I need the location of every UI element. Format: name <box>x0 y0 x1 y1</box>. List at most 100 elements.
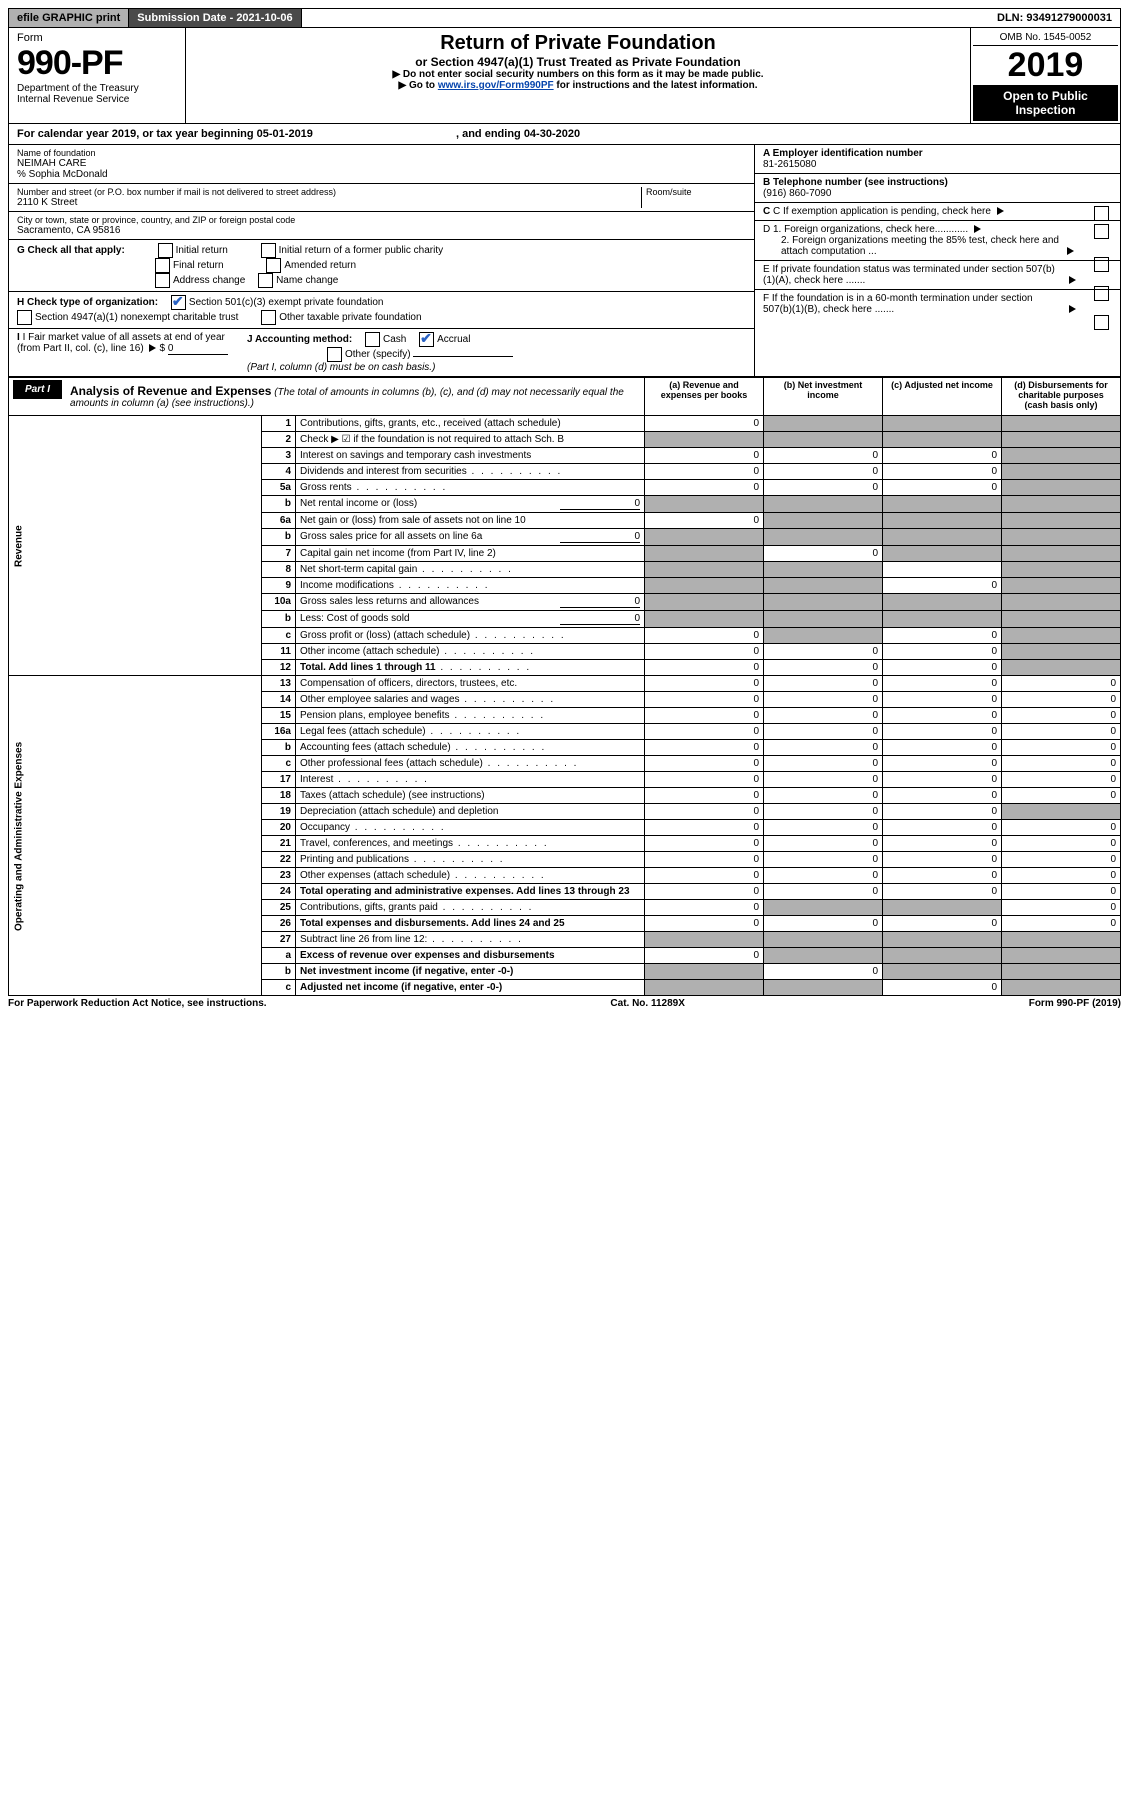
cell: 0 <box>764 448 883 464</box>
line-number: 14 <box>262 692 296 708</box>
cell: 0 <box>883 644 1002 660</box>
dept-treasury: Department of the Treasury <box>17 83 177 94</box>
cell <box>883 932 1002 948</box>
section-h: H Check type of organization: Section 50… <box>9 292 754 329</box>
arrow-icon <box>997 207 1004 215</box>
paperwork-notice: For Paperwork Reduction Act Notice, see … <box>8 998 267 1009</box>
opex-side-label: Operating and Administrative Expenses <box>9 676 262 996</box>
cell: 0 <box>1002 836 1121 852</box>
line-desc: Occupancy <box>296 820 645 836</box>
cell: 0 <box>645 464 764 480</box>
line-desc: Capital gain net income (from Part IV, l… <box>296 546 645 562</box>
cb-f[interactable] <box>1094 315 1109 330</box>
top-bar: efile GRAPHIC print Submission Date - 20… <box>8 8 1121 28</box>
cb-e[interactable] <box>1094 286 1109 301</box>
line-desc: Income modifications <box>296 578 645 594</box>
section-e: E If private foundation status was termi… <box>755 261 1120 290</box>
line-desc: Travel, conferences, and meetings <box>296 836 645 852</box>
cell: 0 <box>883 724 1002 740</box>
form-prefix: Form <box>17 32 177 44</box>
line-number: 5a <box>262 480 296 496</box>
col-c-header: (c) Adjusted net income <box>883 378 1002 416</box>
cb-final[interactable] <box>155 258 170 273</box>
line-number: 4 <box>262 464 296 480</box>
phone-value: (916) 860-7090 <box>763 188 831 199</box>
cb-501c3[interactable] <box>171 295 186 310</box>
cb-name-change[interactable] <box>258 273 273 288</box>
cell <box>883 432 1002 448</box>
cell: 0 <box>883 448 1002 464</box>
cell: 0 <box>645 660 764 676</box>
line-desc: Gross sales price for all assets on line… <box>296 529 645 546</box>
cell: 0 <box>645 836 764 852</box>
cell: 0 <box>645 852 764 868</box>
cell: 0 <box>883 692 1002 708</box>
cell: 0 <box>1002 900 1121 916</box>
cell <box>883 964 1002 980</box>
cell <box>1002 964 1121 980</box>
cell: 0 <box>764 820 883 836</box>
line-desc: Other expenses (attach schedule) <box>296 868 645 884</box>
cb-d1[interactable] <box>1094 224 1109 239</box>
cell: 0 <box>1002 884 1121 900</box>
cell: 0 <box>645 416 764 432</box>
cell <box>1002 448 1121 464</box>
col-d-header: (d) Disbursements for charitable purpose… <box>1002 378 1121 416</box>
cell: 0 <box>764 644 883 660</box>
cell: 0 <box>764 868 883 884</box>
cell: 0 <box>764 852 883 868</box>
cb-amended[interactable] <box>266 258 281 273</box>
cell: 0 <box>645 724 764 740</box>
line-desc: Check ▶ ☑ if the foundation is not requi… <box>296 432 645 448</box>
foundation-name: NEIMAH CARE <box>17 158 746 169</box>
cb-4947[interactable] <box>17 310 32 325</box>
line-desc: Printing and publications <box>296 852 645 868</box>
part1-table: Part I Analysis of Revenue and Expenses … <box>8 377 1121 996</box>
cell: 0 <box>1002 852 1121 868</box>
cell: 0 <box>883 480 1002 496</box>
line-desc: Total operating and administrative expen… <box>296 884 645 900</box>
cell <box>1002 546 1121 562</box>
room-label: Room/suite <box>646 187 746 197</box>
calendar-year-row: For calendar year 2019, or tax year begi… <box>8 124 1121 145</box>
cell <box>1002 594 1121 611</box>
cell: 0 <box>883 464 1002 480</box>
cell <box>883 594 1002 611</box>
cb-initial-former[interactable] <box>261 243 276 258</box>
cell <box>883 513 1002 529</box>
submission-date: Submission Date - 2021-10-06 <box>129 9 301 27</box>
line-desc: Other employee salaries and wages <box>296 692 645 708</box>
line-number: 25 <box>262 900 296 916</box>
cell <box>1002 932 1121 948</box>
cb-other-taxable[interactable] <box>261 310 276 325</box>
line-desc: Total expenses and disbursements. Add li… <box>296 916 645 932</box>
irs-link[interactable]: www.irs.gov/Form990PF <box>438 80 554 91</box>
line-desc: Other income (attach schedule) <box>296 644 645 660</box>
line-desc: Interest on savings and temporary cash i… <box>296 448 645 464</box>
cb-d2[interactable] <box>1094 257 1109 272</box>
cb-other-method[interactable] <box>327 347 342 362</box>
cb-c[interactable] <box>1094 206 1109 221</box>
cell <box>1002 948 1121 964</box>
arrow-icon <box>1067 247 1074 255</box>
line-number: 6a <box>262 513 296 529</box>
cell: 0 <box>764 740 883 756</box>
line-number: 11 <box>262 644 296 660</box>
cell <box>764 628 883 644</box>
line-number: b <box>262 740 296 756</box>
cell: 0 <box>645 804 764 820</box>
cb-cash[interactable] <box>365 332 380 347</box>
cb-accrual[interactable] <box>419 332 434 347</box>
cell: 0 <box>645 916 764 932</box>
line-number: 24 <box>262 884 296 900</box>
revenue-side-label: Revenue <box>9 416 262 676</box>
cell <box>764 980 883 996</box>
cell: 0 <box>883 884 1002 900</box>
cb-initial[interactable] <box>158 243 173 258</box>
efile-print-button[interactable]: efile GRAPHIC print <box>9 9 129 27</box>
cell: 0 <box>1002 868 1121 884</box>
cb-addr-change[interactable] <box>155 273 170 288</box>
cell: 0 <box>883 788 1002 804</box>
line-number: 19 <box>262 804 296 820</box>
arrow-icon <box>1069 305 1076 313</box>
